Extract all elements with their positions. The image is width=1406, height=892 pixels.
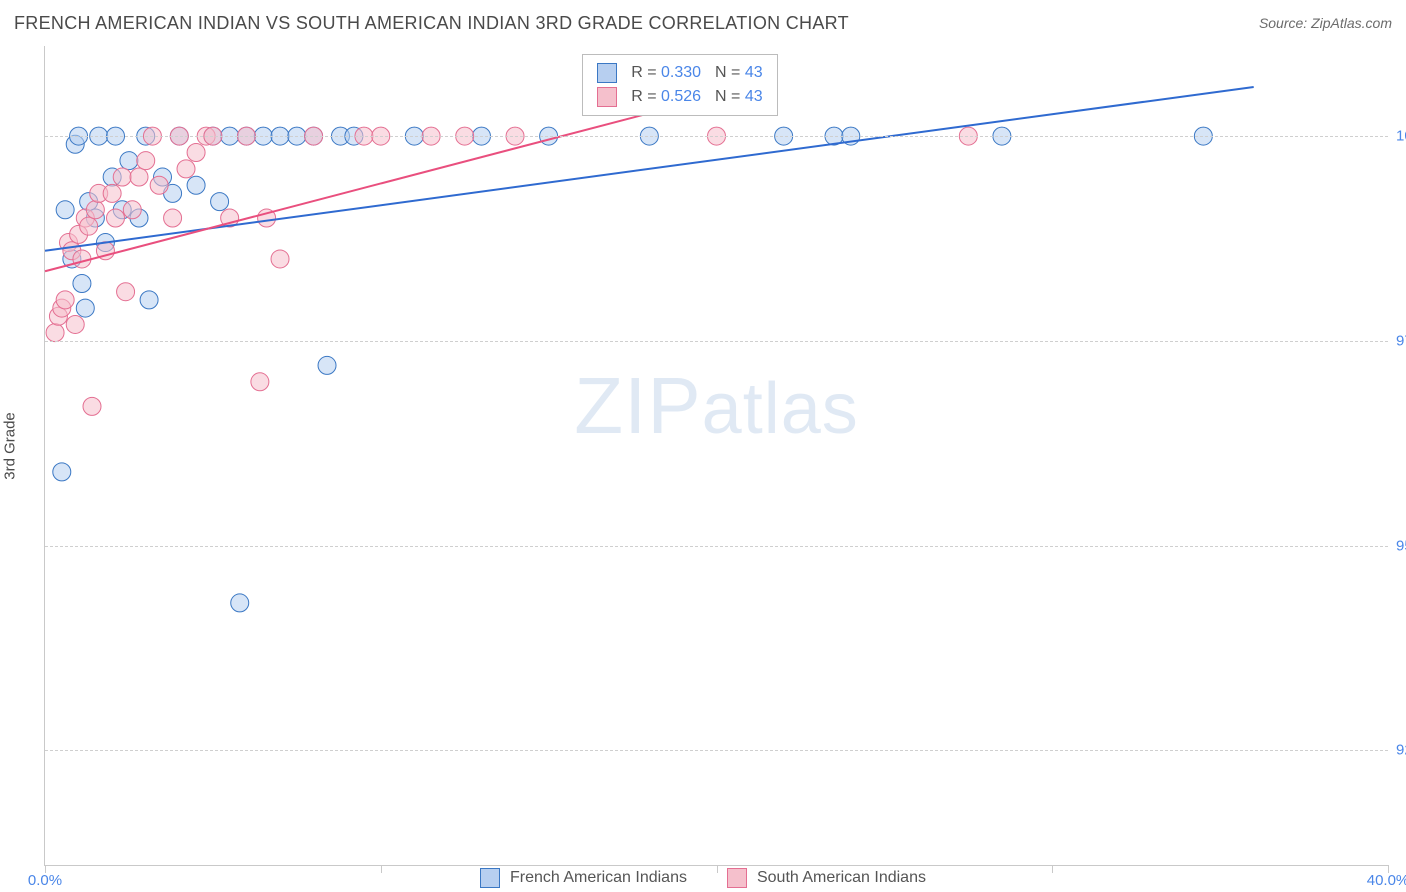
chart-header: FRENCH AMERICAN INDIAN VS SOUTH AMERICAN… bbox=[0, 0, 1406, 46]
gridline-h bbox=[45, 546, 1388, 547]
legend-bottom-item-1: French American Indians bbox=[480, 868, 687, 888]
scatter-point bbox=[107, 209, 125, 227]
source-label: Source: bbox=[1259, 15, 1311, 31]
scatter-point bbox=[117, 283, 135, 301]
source-value: ZipAtlas.com bbox=[1311, 15, 1392, 31]
ytick-label: 95.0% bbox=[1396, 537, 1406, 554]
scatter-point bbox=[53, 463, 71, 481]
scatter-point bbox=[130, 168, 148, 186]
legend-n: N = 43 bbox=[715, 64, 763, 82]
legend-swatch bbox=[597, 63, 617, 83]
scatter-point bbox=[103, 184, 121, 202]
legend-top-row: R = 0.330 N = 43 bbox=[597, 61, 762, 85]
gridline-h bbox=[45, 750, 1388, 751]
scatter-point bbox=[73, 275, 91, 293]
scatter-point bbox=[113, 168, 131, 186]
scatter-point bbox=[66, 315, 84, 333]
gridline-h bbox=[45, 341, 1388, 342]
legend-r: R = 0.330 bbox=[631, 64, 701, 82]
legend-bottom: French American Indians South American I… bbox=[0, 868, 1406, 888]
scatter-point bbox=[150, 176, 168, 194]
legend-top: R = 0.330 N = 43 R = 0.526 N = 43 bbox=[582, 54, 777, 116]
scatter-point bbox=[123, 201, 141, 219]
legend-r: R = 0.526 bbox=[631, 88, 701, 106]
y-axis-label: 3rd Grade bbox=[2, 412, 19, 480]
scatter-point bbox=[211, 193, 229, 211]
scatter-point bbox=[80, 217, 98, 235]
scatter-point bbox=[83, 397, 101, 415]
scatter-point bbox=[318, 356, 336, 374]
legend-label-2: South American Indians bbox=[757, 869, 926, 887]
legend-swatch-pink bbox=[727, 868, 747, 888]
scatter-point bbox=[187, 143, 205, 161]
scatter-point bbox=[56, 201, 74, 219]
scatter-point bbox=[46, 324, 64, 342]
scatter-point bbox=[251, 373, 269, 391]
scatter-point bbox=[137, 152, 155, 170]
ytick-label: 92.5% bbox=[1396, 742, 1406, 759]
legend-n: N = 43 bbox=[715, 88, 763, 106]
scatter-point bbox=[86, 201, 104, 219]
scatter-point bbox=[140, 291, 158, 309]
chart-title: FRENCH AMERICAN INDIAN VS SOUTH AMERICAN… bbox=[14, 13, 849, 34]
source-attribution: Source: ZipAtlas.com bbox=[1259, 15, 1392, 31]
scatter-point bbox=[231, 594, 249, 612]
scatter-point bbox=[164, 209, 182, 227]
ytick-label: 97.5% bbox=[1396, 332, 1406, 349]
scatter-point bbox=[76, 299, 94, 317]
gridline-h bbox=[45, 136, 1388, 137]
scatter-point bbox=[187, 176, 205, 194]
scatter-point bbox=[271, 250, 289, 268]
legend-bottom-item-2: South American Indians bbox=[727, 868, 926, 888]
ytick-label: 100.0% bbox=[1396, 128, 1406, 145]
legend-top-row: R = 0.526 N = 43 bbox=[597, 85, 762, 109]
scatter-point bbox=[177, 160, 195, 178]
scatter-point bbox=[56, 291, 74, 309]
legend-swatch bbox=[597, 87, 617, 107]
plot-svg bbox=[45, 46, 1388, 865]
legend-swatch-blue bbox=[480, 868, 500, 888]
plot-area: ZIPatlas 92.5%95.0%97.5%100.0%0.0%40.0%R… bbox=[44, 46, 1388, 866]
legend-label-1: French American Indians bbox=[510, 869, 687, 887]
scatter-point bbox=[120, 152, 138, 170]
